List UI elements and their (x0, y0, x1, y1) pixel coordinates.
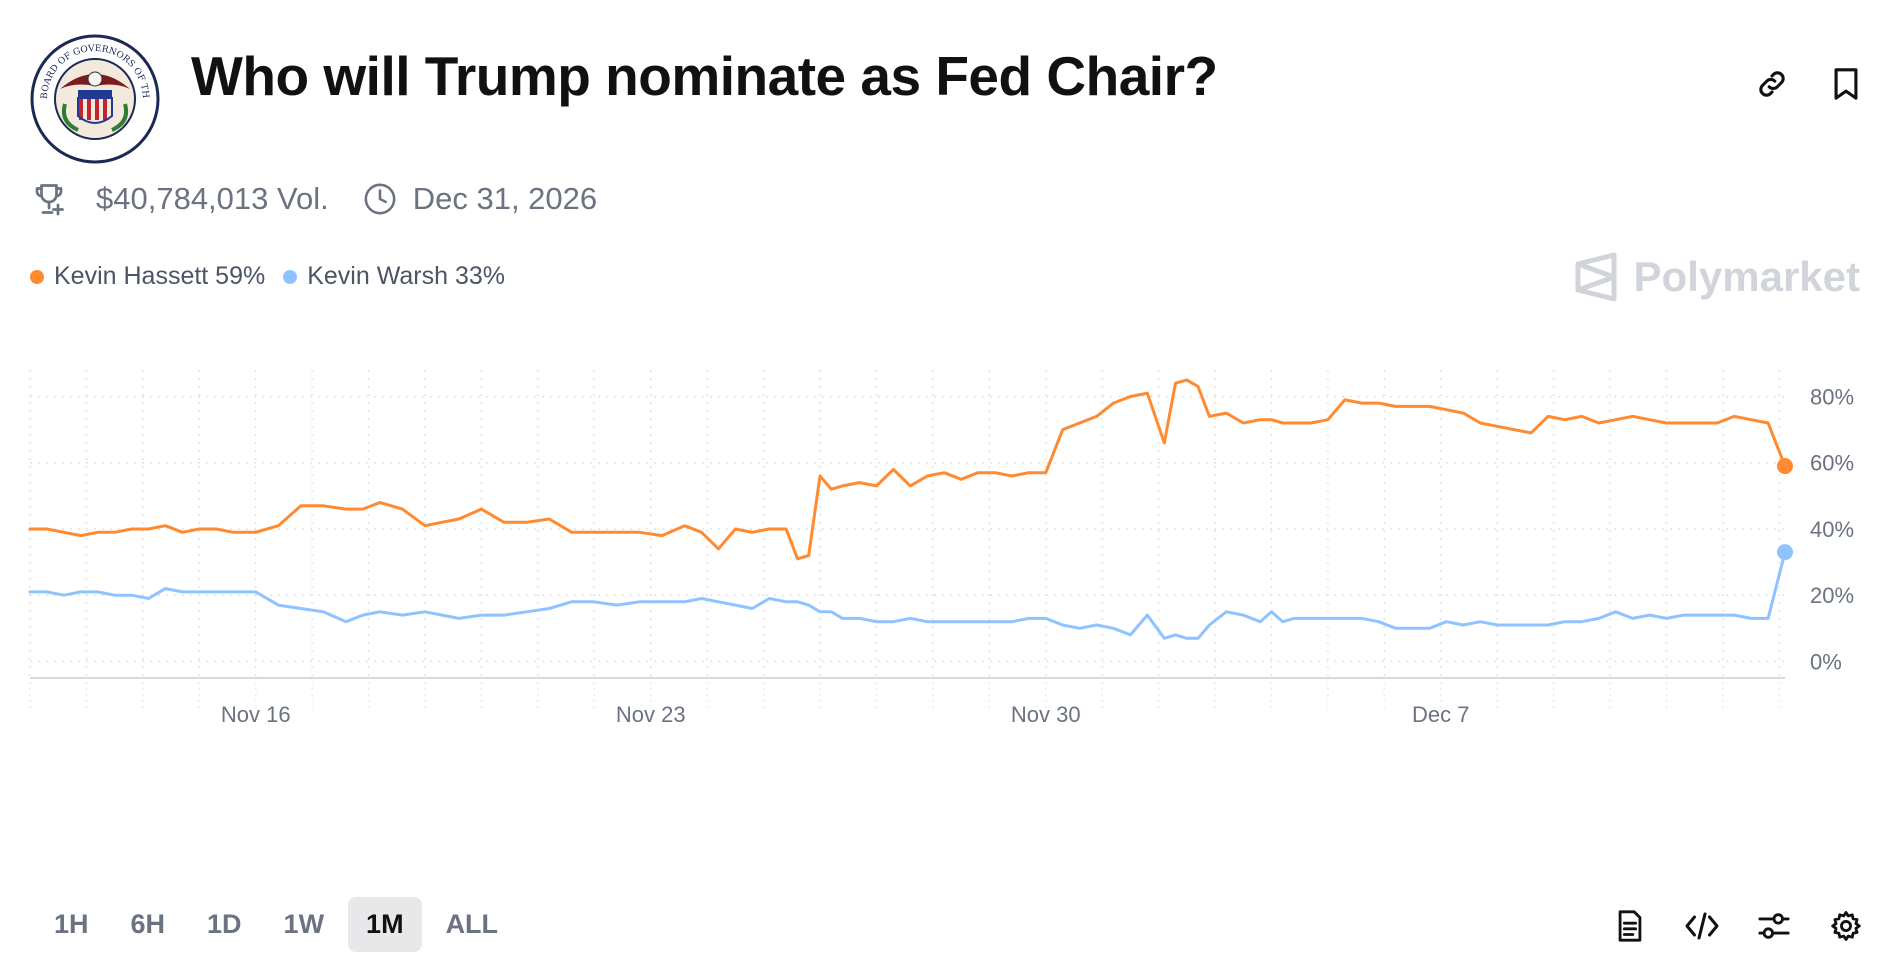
legend-item-hassett: Kevin Hassett 59% (30, 262, 265, 291)
document-icon[interactable] (1612, 908, 1648, 944)
timeframe-1h[interactable]: 1H (54, 909, 89, 939)
link-icon[interactable] (1754, 66, 1790, 102)
polymarket-logo-icon (1575, 252, 1617, 302)
timeframe-all[interactable]: ALL (445, 909, 499, 939)
y-axis-labels: 0% 20% 40% 60% 80% (1810, 384, 1854, 674)
clock-icon (361, 180, 399, 218)
bookmark-icon[interactable] (1828, 66, 1864, 102)
timeframe-selector: 1H 6H 1D 1W 1M ALL (36, 897, 522, 952)
x-axis-ticks (29, 682, 1781, 708)
timeframe-1w[interactable]: 1W (283, 909, 325, 939)
end-date-text: Dec 31, 2026 (412, 181, 598, 216)
polymarket-watermark: Polymarket (1574, 252, 1860, 302)
horizontal-grid (30, 395, 1785, 663)
market-title: Who will Trump nominate as Fed Chair? (191, 45, 1218, 107)
fed-reserve-logo: BOARD OF GOVERNORS OF THE FEDERAL RESERV… (25, 27, 160, 164)
chart-legend: Kevin Hassett 59% Kevin Warsh 33% (30, 262, 523, 291)
legend-label-warsh: Kevin Warsh 33% (307, 262, 505, 290)
x-tick-label: Nov 16 (221, 702, 291, 727)
volume-text: $40,784,013 Vol. (96, 181, 329, 216)
legend-dot-warsh (283, 269, 298, 284)
series-line-warsh (28, 550, 1787, 640)
y-tick-label: 0% (1810, 649, 1842, 674)
trophy-icon (30, 180, 68, 218)
y-tick-label: 60% (1810, 451, 1854, 476)
market-meta: $40,784,013 Vol. Dec 31, 2026 (30, 180, 597, 218)
timeframe-1m[interactable]: 1M (348, 897, 422, 952)
x-tick-label: Nov 30 (1011, 702, 1081, 727)
y-tick-label: 20% (1810, 583, 1854, 608)
price-history-chart: Nov 16 Nov 23 Nov 30 Dec 7 0% 20% 40% 60… (28, 370, 1854, 727)
x-axis-labels: Nov 16 Nov 23 Nov 30 Dec 7 (221, 702, 1470, 727)
series-endpoint-warsh[interactable] (1777, 544, 1793, 561)
x-tick-label: Nov 23 (616, 702, 686, 727)
vertical-grid (29, 370, 1781, 678)
legend-label-hassett: Kevin Hassett 59% (54, 262, 266, 290)
timeframe-1d[interactable]: 1D (207, 909, 242, 939)
settings-icon[interactable] (1828, 908, 1864, 944)
series-endpoint-hassett[interactable] (1777, 458, 1793, 475)
x-tick-label: Dec 7 (1412, 702, 1469, 727)
brand-name: Polymarket (1633, 253, 1860, 300)
sliders-icon[interactable] (1756, 908, 1792, 944)
embed-code-icon[interactable] (1684, 908, 1720, 944)
legend-dot-hassett (30, 269, 44, 284)
series-line-hassett (28, 378, 1787, 561)
y-tick-label: 80% (1810, 384, 1854, 409)
legend-item-warsh: Kevin Warsh 33% (283, 262, 505, 291)
timeframe-6h[interactable]: 6H (130, 909, 166, 939)
y-tick-label: 40% (1810, 517, 1854, 542)
